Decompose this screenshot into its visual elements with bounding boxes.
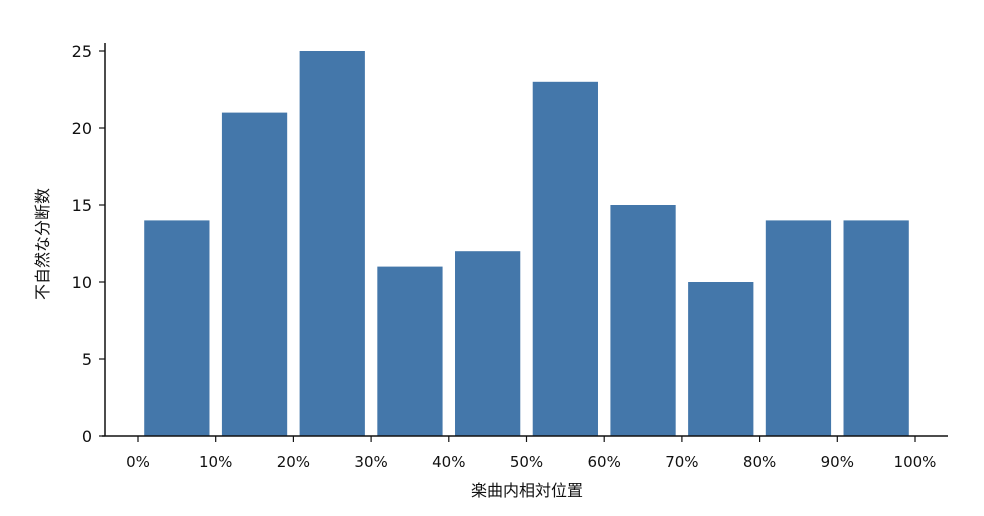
bar-80-90% <box>765 220 832 436</box>
x-tick-label: 50% <box>510 453 543 471</box>
x-tick-label: 100% <box>894 453 937 471</box>
x-tick-label: 80% <box>743 453 776 471</box>
x-tick-label: 20% <box>277 453 310 471</box>
bar-90-100% <box>843 220 909 436</box>
bar-70-80% <box>688 282 754 436</box>
x-tick-label: 60% <box>588 453 621 471</box>
bar-30-40% <box>377 266 443 436</box>
x-tick-label: 30% <box>354 453 387 471</box>
y-tick-label: 5 <box>82 350 92 369</box>
bar-0-10% <box>144 220 210 436</box>
y-tick-label: 15 <box>72 196 92 215</box>
x-tick-label: 90% <box>821 453 854 471</box>
x-axis-label: 楽曲内相対位置 <box>471 481 583 500</box>
y-tick-label: 0 <box>82 427 92 446</box>
x-tick-label: 40% <box>432 453 465 471</box>
y-tick-label: 10 <box>72 273 92 292</box>
x-tick-label: 10% <box>199 453 232 471</box>
bar-40-50% <box>455 251 521 436</box>
bar-20-30% <box>299 51 365 436</box>
x-tick-label: 70% <box>665 453 698 471</box>
y-tick-label: 25 <box>72 42 92 61</box>
bar-10-20% <box>221 112 288 436</box>
bar-60-70% <box>610 205 676 436</box>
bar-50-60% <box>532 81 598 437</box>
y-tick-label: 20 <box>72 119 92 138</box>
x-tick-label: 0% <box>126 453 150 471</box>
y-axis-label: 不自然な分断数 <box>33 188 52 300</box>
